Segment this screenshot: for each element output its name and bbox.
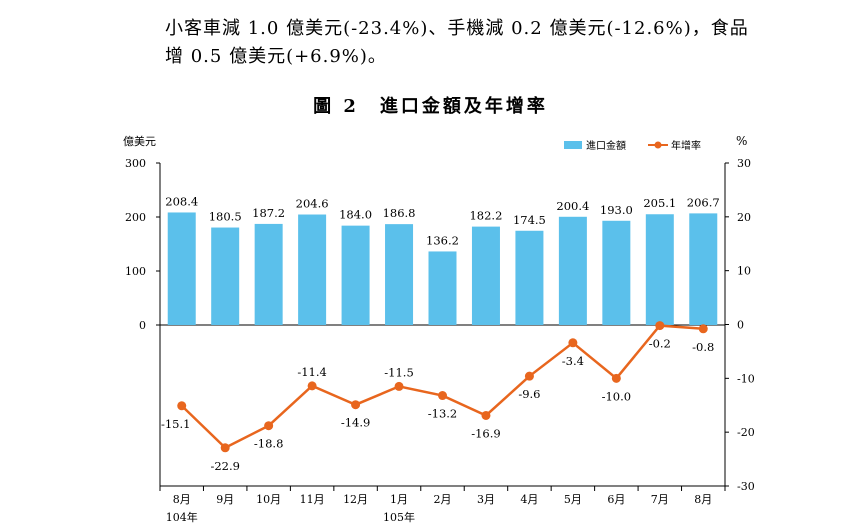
right-tick-label: -10 <box>737 372 755 385</box>
category-label: 7月 <box>651 493 669 506</box>
year-label: 105年 <box>383 510 415 524</box>
import-bar <box>428 251 457 325</box>
category-label: 2月 <box>434 493 452 506</box>
bar-value-label: 174.5 <box>513 213 546 227</box>
import-bar <box>341 225 370 325</box>
category-label: 11月 <box>300 493 325 506</box>
growth-rate-point <box>655 321 665 331</box>
point-value-label: -15.1 <box>161 417 191 431</box>
import-bar <box>211 227 240 325</box>
bar-value-label: 184.0 <box>339 208 372 222</box>
left-tick-label: 100 <box>125 265 146 278</box>
right-tick-label: 20 <box>737 211 751 224</box>
growth-rate-point <box>481 410 491 420</box>
import-bar <box>689 213 718 325</box>
point-value-label: -18.8 <box>254 437 284 451</box>
left-tick-label: 300 <box>125 157 146 170</box>
intro-line-2: 增 0.5 億美元(+6.9%)。 <box>165 46 387 67</box>
category-label: 8月 <box>694 493 712 506</box>
legend-bar-swatch <box>564 141 582 149</box>
chart-title: 圖 2 進口金額及年增率 <box>313 96 548 117</box>
right-tick-label: 30 <box>737 157 751 170</box>
bar-value-label: 187.2 <box>252 206 285 220</box>
right-tick-label: 10 <box>737 265 751 278</box>
import-bar <box>385 224 414 325</box>
point-value-label: -14.9 <box>341 416 371 430</box>
left-tick-label: 200 <box>125 211 146 224</box>
intro-line-1: 小客車減 1.0 億美元(-23.4%)、手機減 0.2 億美元(-12.6%)… <box>165 18 749 39</box>
category-label: 4月 <box>520 493 538 506</box>
bar-value-label: 182.2 <box>469 209 502 223</box>
right-tick-label: 0 <box>737 319 744 332</box>
growth-rate-point <box>220 443 230 453</box>
point-value-label: -0.8 <box>692 340 714 354</box>
growth-rate-point <box>394 381 404 391</box>
right-tick-label: -20 <box>737 426 755 439</box>
legend-line-label: 年增率 <box>671 139 701 152</box>
bar-value-label: 200.4 <box>556 199 589 213</box>
growth-rate-point <box>568 338 578 348</box>
import-bar <box>254 223 283 325</box>
bar-value-label: 205.1 <box>643 196 676 210</box>
import-bar <box>298 214 327 325</box>
category-label: 9月 <box>216 493 234 506</box>
category-label: 12月 <box>343 493 368 506</box>
left-tick-label: 0 <box>139 319 146 332</box>
import-bar <box>602 220 631 325</box>
import-bar <box>558 216 587 325</box>
growth-rate-point <box>177 401 187 411</box>
category-label: 5月 <box>564 493 582 506</box>
growth-rate-point <box>698 324 708 334</box>
import-bar <box>515 230 544 325</box>
growth-rate-point <box>611 373 621 383</box>
growth-rate-point <box>438 391 447 401</box>
growth-rate-point <box>524 371 534 381</box>
point-value-label: -10.0 <box>602 389 632 403</box>
year-label: 104年 <box>166 510 198 524</box>
bar-value-label: 136.2 <box>426 233 459 247</box>
import-bar <box>645 214 674 325</box>
point-value-label: -9.6 <box>518 387 540 401</box>
category-label: 8月 <box>173 493 191 506</box>
category-label: 6月 <box>607 493 625 506</box>
growth-rate-point <box>264 421 274 431</box>
growth-rate-point <box>307 381 317 391</box>
bar-value-label: 204.6 <box>296 197 329 211</box>
point-value-label: -13.2 <box>428 407 458 421</box>
point-value-label: -11.5 <box>384 365 414 379</box>
right-tick-label: -30 <box>737 480 755 493</box>
bar-value-label: 180.5 <box>209 210 242 224</box>
legend-line-marker <box>654 141 662 149</box>
import-bar <box>167 212 196 325</box>
point-value-label: -11.4 <box>297 365 327 379</box>
bar-value-label: 193.0 <box>600 203 633 217</box>
point-value-label: -0.2 <box>649 337 671 351</box>
category-label: 1月 <box>390 493 408 506</box>
category-label: 3月 <box>477 493 495 506</box>
left-axis-unit: 億美元 <box>123 135 156 148</box>
category-label: 10月 <box>256 493 281 506</box>
growth-rate-point <box>351 400 361 410</box>
right-axis-unit: % <box>736 134 747 148</box>
point-value-label: -22.9 <box>210 459 240 473</box>
legend-bar-label: 進口金額 <box>586 139 626 152</box>
import-bar <box>471 226 500 325</box>
point-value-label: -16.9 <box>471 426 501 440</box>
point-value-label: -3.4 <box>562 354 584 368</box>
bar-value-label: 186.8 <box>383 206 416 220</box>
growth-rate-line <box>180 324 704 450</box>
bar-value-label: 208.4 <box>165 194 198 208</box>
bar-value-label: 206.7 <box>687 195 720 209</box>
